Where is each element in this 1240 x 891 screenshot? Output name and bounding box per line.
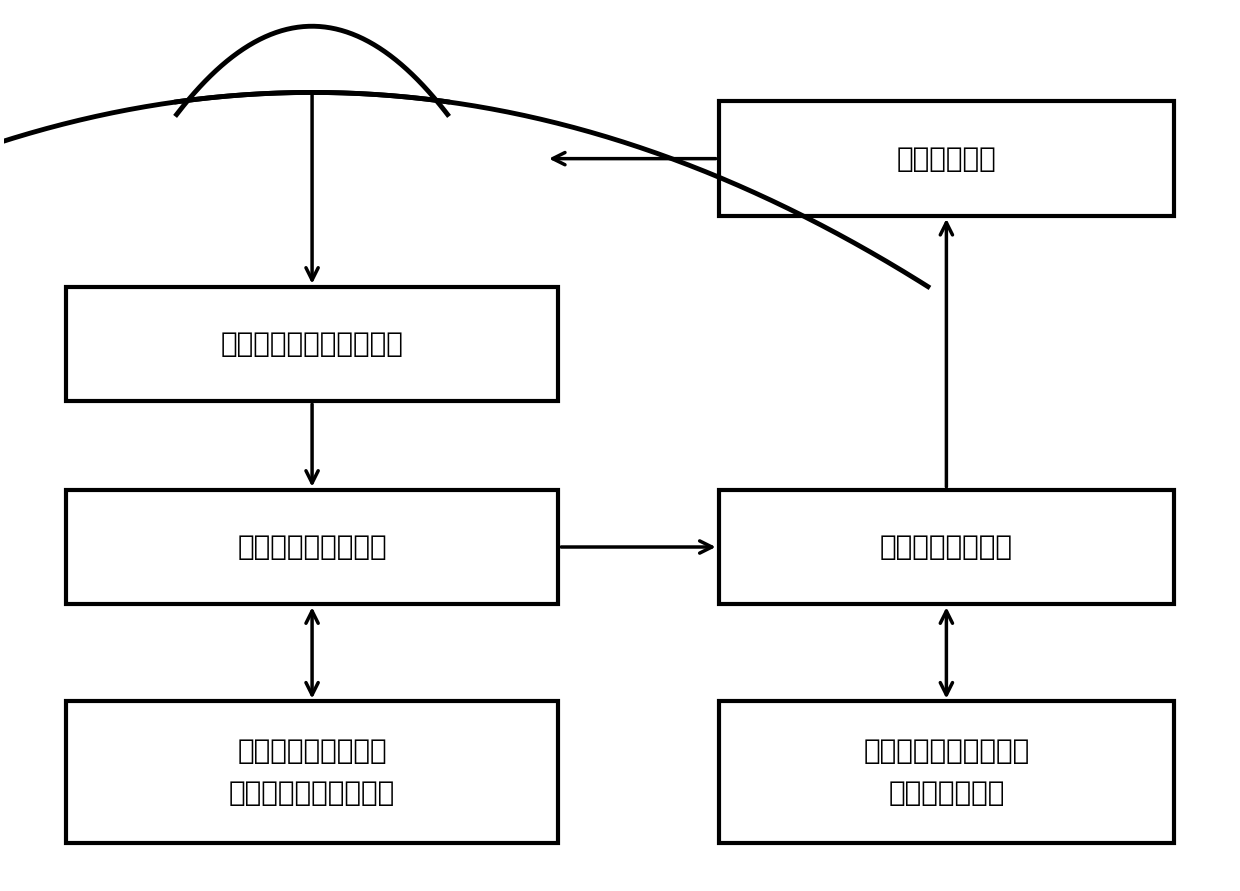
Bar [66,287,558,401]
Text: 眼表弥散光图像采集系统: 眼表弥散光图像采集系统 [221,330,403,358]
Bar [66,490,558,604]
Text: 角膜交联引导系统: 角膜交联引导系统 [880,533,1013,561]
Text: 眼表弥散光图像以及
对应角膜地形图数据库: 眼表弥散光图像以及 对应角膜地形图数据库 [229,738,396,806]
Text: 角膜交联仪器: 角膜交联仪器 [897,144,996,173]
Bar [66,701,558,843]
Bar [718,102,1174,216]
Bar [718,701,1174,843]
Text: 角膜地形图生成系统: 角膜地形图生成系统 [237,533,387,561]
Bar [718,490,1174,604]
Text: 角膜地形图与角膜交联
参数对应数据库: 角膜地形图与角膜交联 参数对应数据库 [863,738,1029,806]
